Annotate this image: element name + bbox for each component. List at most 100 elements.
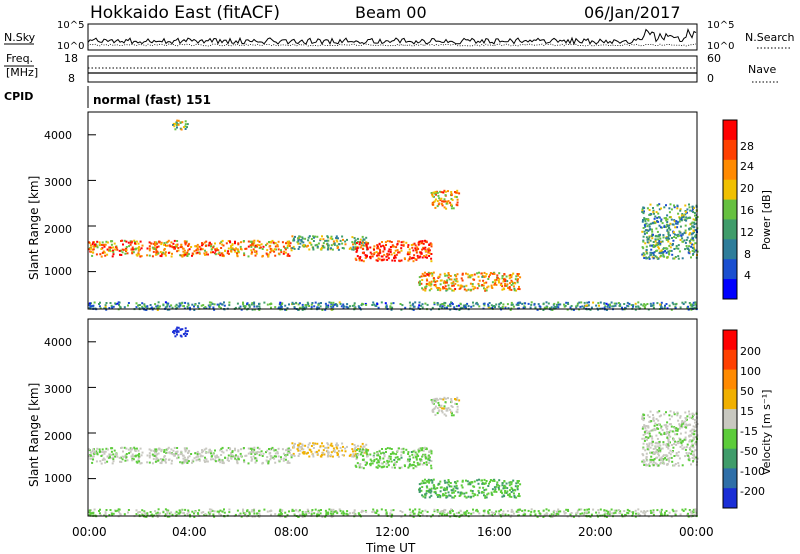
data-cell [166, 240, 169, 243]
data-cell [654, 235, 657, 238]
data-cell [313, 512, 316, 515]
data-cell [658, 235, 661, 238]
data-cell [355, 465, 358, 468]
data-cell [239, 248, 242, 250]
data-cell [191, 254, 193, 257]
data-cell [246, 509, 249, 512]
data-cell [134, 449, 136, 452]
data-cell [363, 238, 366, 241]
data-cell [651, 256, 654, 259]
data-cell [652, 461, 655, 463]
data-cell [467, 305, 470, 308]
data-cell [220, 514, 222, 517]
data-cell [684, 455, 687, 458]
data-cell [611, 305, 614, 308]
data-cell [400, 247, 403, 250]
data-cell [391, 451, 394, 454]
x-axis: 00:00 04:00 08:00 12:00 16:00 20:00 00:0… [72, 525, 714, 554]
data-cell [665, 217, 668, 220]
data-cell [110, 246, 113, 249]
data-cell [653, 251, 656, 254]
data-cell [353, 302, 356, 305]
data-cell [674, 256, 677, 258]
data-cell [650, 420, 653, 423]
data-cell [168, 244, 171, 247]
data-cell [250, 452, 253, 455]
data-cell [675, 247, 678, 250]
data-cell [413, 305, 416, 308]
data-cell [675, 236, 678, 239]
data-cell [657, 246, 660, 249]
data-cell [492, 512, 494, 515]
data-cell [214, 455, 217, 458]
data-cell [348, 454, 351, 457]
data-cell [220, 240, 223, 243]
data-cell [318, 302, 321, 305]
data-cell [258, 247, 261, 250]
data-cell [590, 306, 593, 309]
data-cell [431, 400, 434, 403]
data-cell [151, 255, 154, 258]
data-cell [253, 512, 256, 515]
data-cell [656, 249, 659, 252]
data-cell [414, 244, 417, 247]
data-cell [566, 515, 569, 518]
data-cell [270, 455, 273, 458]
data-cell [291, 301, 294, 304]
data-cell [478, 486, 481, 489]
data-cell [170, 255, 173, 258]
data-cell [115, 453, 117, 456]
data-cell [672, 231, 675, 234]
data-cell [524, 513, 527, 516]
noise-tick-bottom-right: 10^0 [707, 41, 734, 52]
data-cell [420, 482, 423, 485]
data-cell [451, 510, 454, 513]
data-cell [119, 306, 122, 309]
data-cell [450, 400, 453, 402]
data-cell [315, 243, 318, 246]
data-cell [112, 249, 114, 252]
data-cell [327, 246, 330, 249]
data-cell [332, 301, 335, 304]
data-cell [688, 440, 691, 443]
data-cell [645, 250, 648, 253]
data-cell [362, 260, 365, 263]
data-cell [135, 509, 138, 512]
data-cell [233, 249, 236, 252]
data-cell [365, 304, 368, 306]
data-cell [168, 515, 171, 518]
data-cell [186, 458, 189, 461]
data-cell [421, 306, 424, 309]
data-cell [446, 486, 449, 489]
data-cell [160, 462, 163, 465]
data-cell [475, 302, 478, 305]
data-cell [205, 458, 208, 461]
data-cell [302, 448, 305, 451]
data-cell [393, 245, 395, 248]
data-cell [210, 450, 213, 453]
data-cell [689, 216, 692, 219]
data-cell [301, 444, 304, 447]
data-cell [659, 433, 662, 436]
data-cell [125, 246, 128, 248]
data-cell [346, 445, 348, 448]
data-cell [247, 255, 250, 258]
data-cell [321, 309, 324, 311]
data-cell [635, 305, 637, 308]
data-cell [643, 224, 646, 227]
data-cell [335, 444, 338, 446]
data-cell [99, 460, 102, 463]
data-cell [497, 279, 500, 282]
data-cell [510, 307, 513, 310]
data-cell [647, 436, 650, 439]
data-cell [503, 278, 505, 281]
data-cell [344, 243, 347, 246]
data-cell [504, 284, 507, 287]
data-cell [665, 251, 668, 254]
data-cell [426, 510, 429, 513]
data-cell [198, 458, 201, 461]
data-cell [293, 454, 296, 457]
data-cell [648, 223, 651, 226]
data-cell [137, 248, 140, 251]
data-cell [365, 443, 368, 446]
